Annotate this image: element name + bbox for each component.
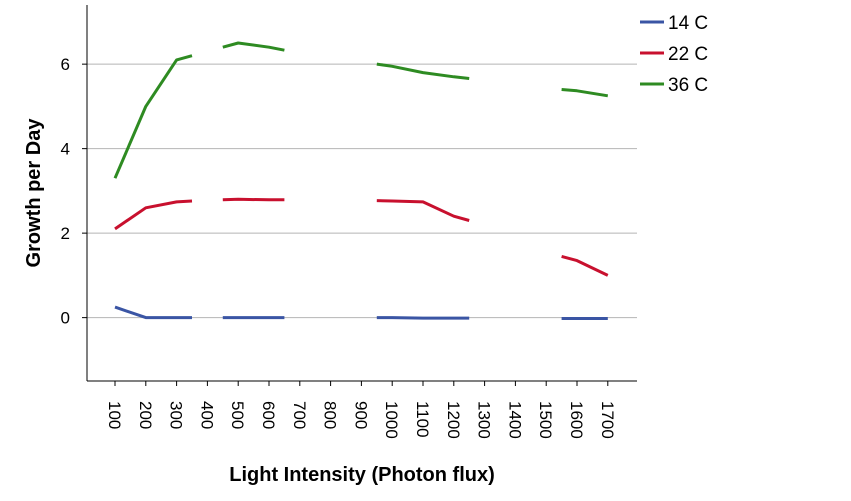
x-tick-label: 400 bbox=[197, 401, 216, 429]
series-line-segment bbox=[376, 199, 470, 222]
series-line-segment bbox=[114, 199, 193, 231]
series-line-segment bbox=[376, 62, 470, 80]
x-tick-label: 1200 bbox=[444, 401, 463, 439]
y-tick-label: 0 bbox=[61, 309, 70, 328]
series-line-segment bbox=[113, 54, 193, 179]
y-tick-label: 4 bbox=[61, 140, 70, 159]
y-axis-ticks: 0 2 4 6 bbox=[61, 55, 87, 328]
x-tick-label: 300 bbox=[167, 401, 186, 429]
y-axis-title: Growth per Day bbox=[23, 118, 45, 268]
series-line-segment bbox=[222, 197, 285, 202]
x-tick-label: 1400 bbox=[505, 401, 524, 439]
x-tick-label: 1500 bbox=[536, 401, 555, 439]
x-tick-label: 900 bbox=[351, 401, 370, 429]
x-tick-label: 1600 bbox=[567, 401, 586, 439]
series-lines bbox=[113, 41, 609, 320]
x-tick-label: 500 bbox=[228, 401, 247, 429]
series-line-segment bbox=[561, 88, 609, 98]
x-tick-label: 700 bbox=[290, 401, 309, 429]
series-line-segment bbox=[376, 316, 470, 320]
series-line-segment bbox=[222, 41, 285, 52]
x-tick-label: 100 bbox=[105, 401, 124, 429]
x-tick-label: 600 bbox=[259, 401, 278, 429]
x-tick-label: 200 bbox=[136, 401, 155, 429]
series-line-segment bbox=[114, 305, 192, 320]
legend-label: 14 C bbox=[668, 13, 708, 34]
x-tick-label: 1300 bbox=[475, 401, 494, 439]
y-tick-label: 6 bbox=[61, 55, 70, 74]
legend-label: 22 C bbox=[668, 44, 708, 65]
x-tick-label: 1100 bbox=[413, 401, 432, 438]
x-tick-label: 800 bbox=[321, 401, 340, 429]
legend: 14 C 22 C 36 C bbox=[640, 13, 708, 96]
x-tick-label: 1700 bbox=[598, 401, 617, 439]
gridlines bbox=[87, 63, 637, 319]
x-axis-ticks: 100 200 300 400 500 600 700 800 900 1000 1100 1200 1… bbox=[105, 381, 617, 439]
x-axis-title: Light Intensity (Photon flux) bbox=[229, 464, 495, 486]
series-line-segment bbox=[561, 254, 609, 277]
x-tick-label: 1000 bbox=[382, 401, 401, 439]
legend-label: 36 C bbox=[668, 75, 708, 96]
y-tick-label: 2 bbox=[61, 224, 70, 243]
